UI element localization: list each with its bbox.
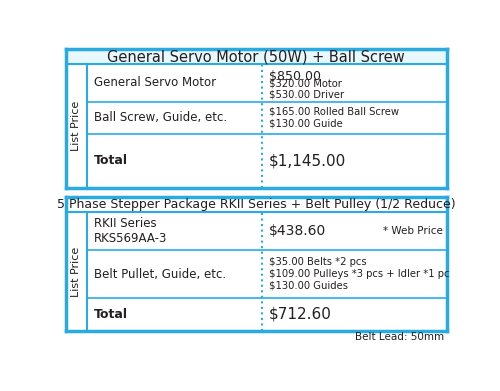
Text: General Servo Motor: General Servo Motor — [94, 76, 216, 89]
Text: $1,145.00: $1,145.00 — [268, 153, 346, 169]
Text: 5 Phase Stepper Package RKII Series + Belt Pulley (1/2 Reduce): 5 Phase Stepper Package RKII Series + Be… — [57, 198, 456, 211]
Text: List Price: List Price — [72, 101, 82, 151]
Text: $320.00 Motor
$530.00 Driver: $320.00 Motor $530.00 Driver — [268, 78, 344, 100]
Text: $438.60: $438.60 — [268, 224, 326, 239]
Text: Belt Pullet, Guide, etc.: Belt Pullet, Guide, etc. — [94, 267, 226, 281]
Text: $165.00 Rolled Ball Screw
$130.00 Guide: $165.00 Rolled Ball Screw $130.00 Guide — [268, 107, 398, 129]
Text: Total: Total — [94, 154, 128, 167]
Text: Belt Lead: 50mm: Belt Lead: 50mm — [354, 332, 444, 342]
Text: List Price: List Price — [72, 247, 82, 297]
Text: Total: Total — [94, 308, 128, 321]
Text: RKII Series
RKS569AA-3: RKII Series RKS569AA-3 — [94, 217, 167, 245]
Text: $850.00: $850.00 — [268, 70, 320, 83]
Text: * Web Price: * Web Price — [383, 226, 443, 236]
Text: $712.60: $712.60 — [268, 307, 332, 322]
Text: $35.00 Belts *2 pcs
$109.00 Pulleys *3 pcs + Idler *1 pc
$130.00 Guides: $35.00 Belts *2 pcs $109.00 Pulleys *3 p… — [268, 257, 449, 291]
Text: Ball Screw, Guide, etc.: Ball Screw, Guide, etc. — [94, 111, 226, 124]
Text: General Servo Motor (50W) + Ball Screw: General Servo Motor (50W) + Ball Screw — [108, 49, 405, 64]
